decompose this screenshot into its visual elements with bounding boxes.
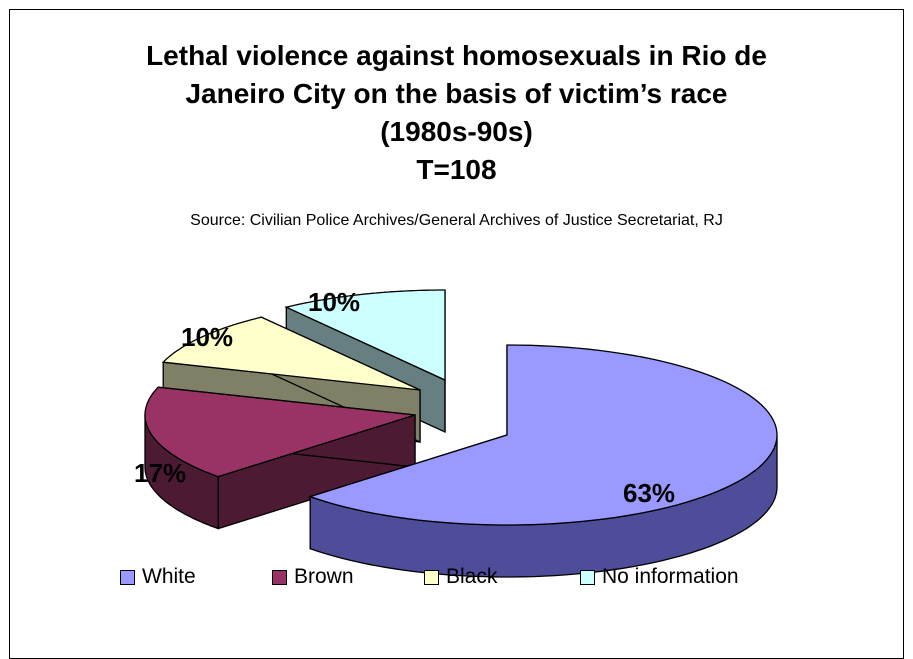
slice-top-white	[308, 344, 778, 526]
slice-top-no-information	[284, 289, 446, 382]
legend-label-white: White	[142, 565, 196, 588]
legend-swatch-brown	[272, 569, 287, 585]
pie-slice-brown	[144, 386, 416, 530]
legend-label-black: Black	[446, 565, 498, 588]
label-brown: 17%	[134, 458, 187, 488]
legend-swatch-no-information	[580, 569, 595, 585]
label-white: 63%	[623, 478, 676, 508]
legend-item-no-information: No information	[580, 565, 739, 589]
chart-subtitle: Source: Civilian Police Archives/General…	[190, 212, 723, 229]
slice-top-brown	[144, 386, 416, 478]
legend: White Brown Black No information	[0, 565, 913, 591]
legend-swatch-black	[424, 569, 439, 585]
label-no-information: 10%	[308, 287, 361, 317]
title-line-1: Lethal violence against homosexuals in R…	[146, 40, 767, 71]
title-line-4: T=108	[416, 154, 497, 185]
legend-item-black: Black	[424, 565, 497, 589]
title-line-3: (1980s-90s)	[380, 116, 533, 147]
chart-title: Lethal violence against homosexuals in R…	[0, 37, 913, 189]
legend-item-white: White	[120, 565, 196, 589]
title-line-2: Janeiro City on the basis of victim’s ra…	[185, 78, 728, 109]
legend-swatch-white	[120, 569, 135, 585]
slice-top-black	[161, 316, 421, 391]
pie-slice-white	[308, 344, 778, 578]
legend-label-no-information: No information	[602, 565, 739, 588]
label-black: 10%	[181, 322, 234, 352]
legend-label-brown: Brown	[294, 565, 354, 588]
pie-chart	[144, 289, 778, 578]
legend-item-brown: Brown	[272, 565, 354, 589]
